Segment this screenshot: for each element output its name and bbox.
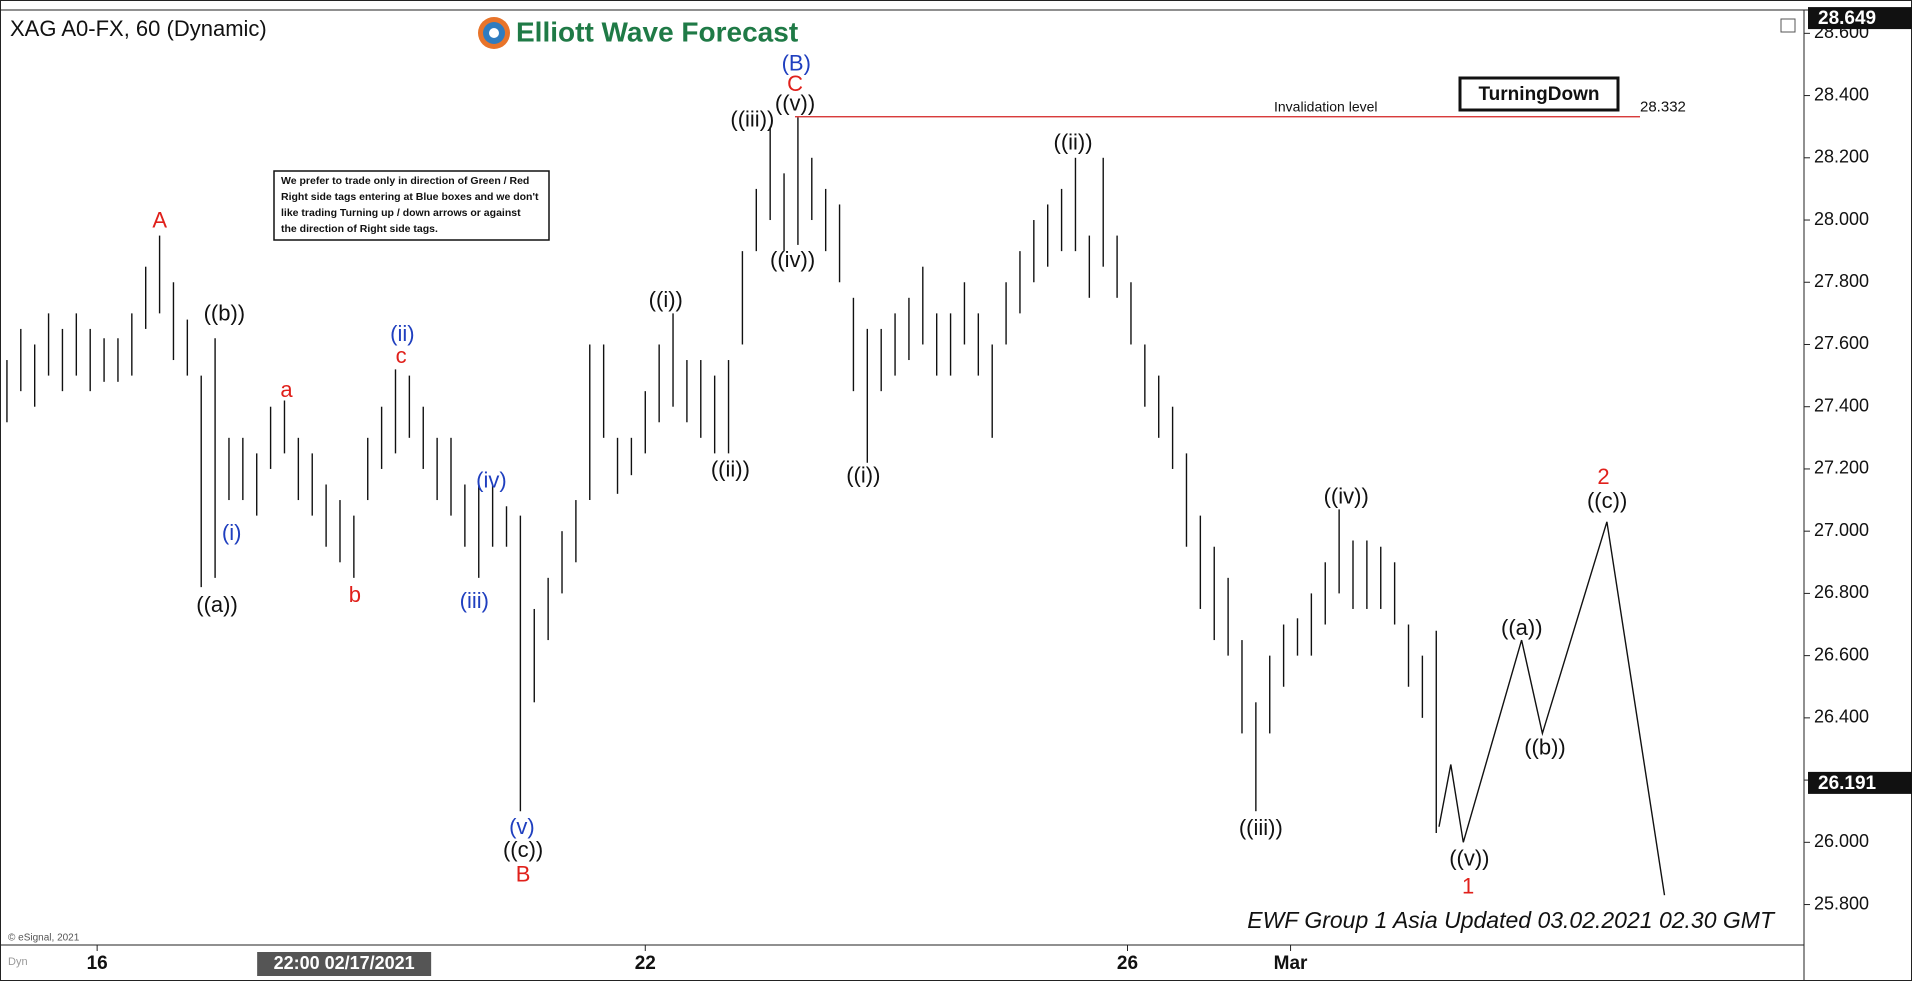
wave-label: ((iv)) xyxy=(770,247,815,272)
wave-label: ((b)) xyxy=(204,300,246,325)
wave-label: B xyxy=(516,861,531,886)
wave-label: ((ii)) xyxy=(1054,130,1093,155)
y-tick-label: 25.800 xyxy=(1814,893,1869,913)
y-tick-label: 28.200 xyxy=(1814,147,1869,167)
wave-label: b xyxy=(349,582,361,607)
wave-label: ((iii)) xyxy=(730,107,774,132)
brand-logo: Elliott Wave Forecast xyxy=(478,16,798,49)
projection-path xyxy=(1438,521,1666,896)
notice-line: like trading Turning up / down arrows or… xyxy=(281,207,521,219)
x-tick-label: Mar xyxy=(1274,953,1308,974)
wave-label: ((iv)) xyxy=(1324,483,1369,508)
y-tick-label: 26.000 xyxy=(1814,831,1869,851)
y-tick-label: 27.400 xyxy=(1814,395,1869,415)
y-tick-label: 26.800 xyxy=(1814,582,1869,602)
wave-label: (ii) xyxy=(390,321,414,346)
wave-label: 2 xyxy=(1597,464,1609,489)
invalidation-value: 28.332 xyxy=(1640,99,1686,116)
y-tick-label: 27.800 xyxy=(1814,271,1869,291)
notice-box xyxy=(273,170,550,241)
y-tick-label: 26.400 xyxy=(1814,707,1869,727)
x-tick-label: 16 xyxy=(87,953,108,974)
y-tick-label: 27.600 xyxy=(1814,333,1869,353)
corner-label: Dyn xyxy=(8,956,28,968)
tag-box xyxy=(1458,76,1620,112)
wave-label: (iv) xyxy=(476,467,507,492)
y-tick-label: 26.600 xyxy=(1814,644,1869,664)
wave-label: ((a)) xyxy=(196,592,238,617)
wave-label: ((v)) xyxy=(1449,845,1489,870)
chart-title: XAG A0-FX, 60 (Dynamic) xyxy=(10,16,267,41)
copyright: © eSignal, 2021 xyxy=(8,933,80,944)
wave-label: (B) xyxy=(782,50,811,75)
wave-label: 1 xyxy=(1462,874,1474,899)
wave-label: ((c)) xyxy=(503,837,543,862)
wave-label: ((v)) xyxy=(775,91,815,116)
footer: EWF Group 1 Asia Updated 03.02.2021 02.3… xyxy=(1247,907,1776,933)
x-tick-label: 22 xyxy=(635,953,656,974)
high-price-box xyxy=(1808,7,1912,30)
wave-label: a xyxy=(280,377,293,402)
y-tick-label: 28.000 xyxy=(1814,209,1869,229)
last-price-label: 26.191 xyxy=(1818,773,1877,794)
wave-label: ((b)) xyxy=(1524,735,1566,760)
tag-text: TurningDown xyxy=(1478,84,1599,105)
y-tick-label: 27.200 xyxy=(1814,458,1869,478)
last-price-box xyxy=(1808,771,1912,794)
wave-label: (iii) xyxy=(460,588,489,613)
wave-label: C xyxy=(787,71,803,96)
brand-name: Elliott Wave Forecast xyxy=(516,16,798,47)
wave-label: (i) xyxy=(222,520,242,545)
logo-center xyxy=(489,28,499,38)
wave-label: ((a)) xyxy=(1501,615,1543,640)
wave-label: ((ii)) xyxy=(711,456,750,481)
notice-line: We prefer to trade only in direction of … xyxy=(281,175,529,187)
notice-border xyxy=(273,170,550,241)
y-tick-label: 27.000 xyxy=(1814,520,1869,540)
invalidation-label: Invalidation level xyxy=(1274,98,1378,114)
high-price-label: 28.649 xyxy=(1818,8,1876,29)
wave-label: ((c)) xyxy=(1587,488,1627,513)
wave-label: ((iii)) xyxy=(1239,815,1283,840)
wave-label: A xyxy=(152,208,167,233)
notice-line: the direction of Right side tags. xyxy=(281,223,438,235)
wave-label: (v) xyxy=(509,814,535,839)
x-tick-label: 26 xyxy=(1117,953,1138,974)
crosshair-box xyxy=(257,952,432,976)
window-icon[interactable] xyxy=(1780,18,1796,33)
wave-label: ((i)) xyxy=(649,287,683,312)
notice-line: Right side tags entering at Blue boxes a… xyxy=(281,191,539,203)
wave-label: ((i)) xyxy=(846,463,880,488)
wave-label: c xyxy=(396,343,407,368)
y-tick-label: 28.400 xyxy=(1814,84,1869,104)
crosshair-label: 22:00 02/17/2021 xyxy=(274,953,415,973)
